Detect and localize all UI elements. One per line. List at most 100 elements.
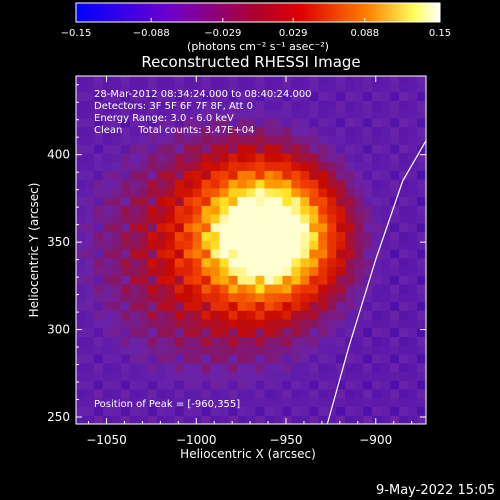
heatmap-cell (354, 100, 364, 110)
heatmap-cell (327, 100, 337, 110)
heatmap-cell (291, 76, 301, 84)
heatmap-cell (147, 380, 158, 390)
heatmap-cell (381, 301, 391, 311)
heatmap-cell (84, 397, 95, 408)
heatmap-cell (147, 205, 158, 215)
heatmap-cell (345, 319, 355, 329)
heatmap-cell (183, 170, 194, 180)
heatmap-cell (390, 231, 400, 241)
colorbar-tick-label: 0.088 (350, 28, 379, 39)
heatmap-cell (327, 389, 337, 399)
heatmap-cell (273, 109, 283, 119)
y-tick-label: 350 (47, 235, 70, 249)
heatmap-cell (255, 82, 265, 93)
heatmap-cell (282, 371, 292, 381)
heatmap-cell (138, 319, 149, 329)
heatmap-cell (192, 406, 203, 416)
heatmap-cell (309, 371, 319, 381)
heatmap-cell (138, 109, 149, 119)
heatmap-cell (282, 354, 292, 364)
heatmap-cell (372, 292, 382, 303)
heatmap-cell (129, 170, 140, 180)
heatmap-cell (336, 397, 346, 408)
heatmap-cell (264, 109, 274, 119)
heatmap-cell (192, 371, 203, 381)
heatmap-image (76, 76, 426, 424)
heatmap-cell (273, 319, 283, 329)
heatmap-cell (129, 301, 140, 311)
heatmap-cell (336, 240, 346, 250)
heatmap-cell (408, 109, 418, 119)
heatmap-cell (111, 196, 122, 206)
heatmap-cell (210, 266, 221, 276)
heatmap-cell (237, 187, 248, 198)
heatmap-cell (399, 327, 409, 338)
heatmap-cell (345, 152, 355, 163)
heatmap-cell (111, 354, 122, 364)
heatmap-cell (129, 354, 140, 364)
heatmap-cell (255, 76, 265, 84)
heatmap-cell (408, 170, 418, 180)
heatmap-cell (246, 179, 256, 189)
heatmap-cell (228, 301, 239, 311)
heatmap-cell (84, 389, 95, 399)
heatmap-cell (372, 161, 382, 171)
heatmap-cell (327, 205, 337, 215)
heatmap-cell (399, 371, 409, 381)
heatmap-cell (174, 117, 185, 128)
heatmap-cell (102, 345, 113, 355)
heatmap-cell (102, 371, 113, 381)
colorbar-gradient (75, 2, 441, 23)
heatmap-cell (237, 292, 248, 303)
heatmap-cell (264, 354, 274, 364)
heatmap-cell (93, 161, 104, 171)
plot-frame (75, 75, 427, 425)
heatmap-cell (345, 406, 355, 416)
heatmap-cell (174, 354, 185, 364)
heatmap-cell (156, 345, 167, 355)
heatmap-cell (76, 187, 86, 198)
heatmap-cell (147, 354, 158, 364)
heatmap-cell (291, 345, 301, 355)
heatmap-cell (309, 380, 319, 390)
heatmap-cell (390, 301, 400, 311)
heatmap-cell (264, 240, 274, 250)
heatmap-cell (291, 231, 301, 241)
heatmap-cell (336, 100, 346, 110)
heatmap-cell (111, 292, 122, 303)
heatmap-cell (336, 345, 346, 355)
heatmap-cell (381, 82, 391, 93)
heatmap-cell (156, 82, 167, 93)
heatmap-cell (102, 257, 113, 268)
heatmap-cell (237, 82, 248, 93)
heatmap-cell (273, 301, 283, 311)
heatmap-cell (408, 292, 418, 303)
heatmap-cell (300, 82, 310, 93)
heatmap-cell (111, 205, 122, 215)
heatmap-cell (372, 389, 382, 399)
image-area (75, 75, 427, 425)
heatmap-cell (93, 91, 104, 101)
heatmap-cell (336, 354, 346, 364)
heatmap-cell (390, 292, 400, 303)
heatmap-cell (84, 257, 95, 268)
heatmap-cell (228, 319, 239, 329)
heatmap-cell (264, 117, 274, 128)
heatmap-cell (129, 126, 140, 136)
heatmap-cell (174, 214, 185, 224)
heatmap-cell (192, 179, 203, 189)
heatmap-cell (147, 319, 158, 329)
heatmap-cell (300, 389, 310, 399)
heatmap-cell (363, 222, 373, 233)
heatmap-cell (327, 266, 337, 276)
heatmap-cell (120, 91, 131, 101)
heatmap-cell (354, 214, 364, 224)
heatmap-cell (165, 292, 176, 303)
heatmap-cell (399, 389, 409, 399)
heatmap-cell (390, 380, 400, 390)
heatmap-cell (219, 214, 230, 224)
heatmap-cell (102, 231, 113, 241)
heatmap-cell (381, 319, 391, 329)
heatmap-cell (76, 126, 86, 136)
heatmap-cell (354, 240, 364, 250)
